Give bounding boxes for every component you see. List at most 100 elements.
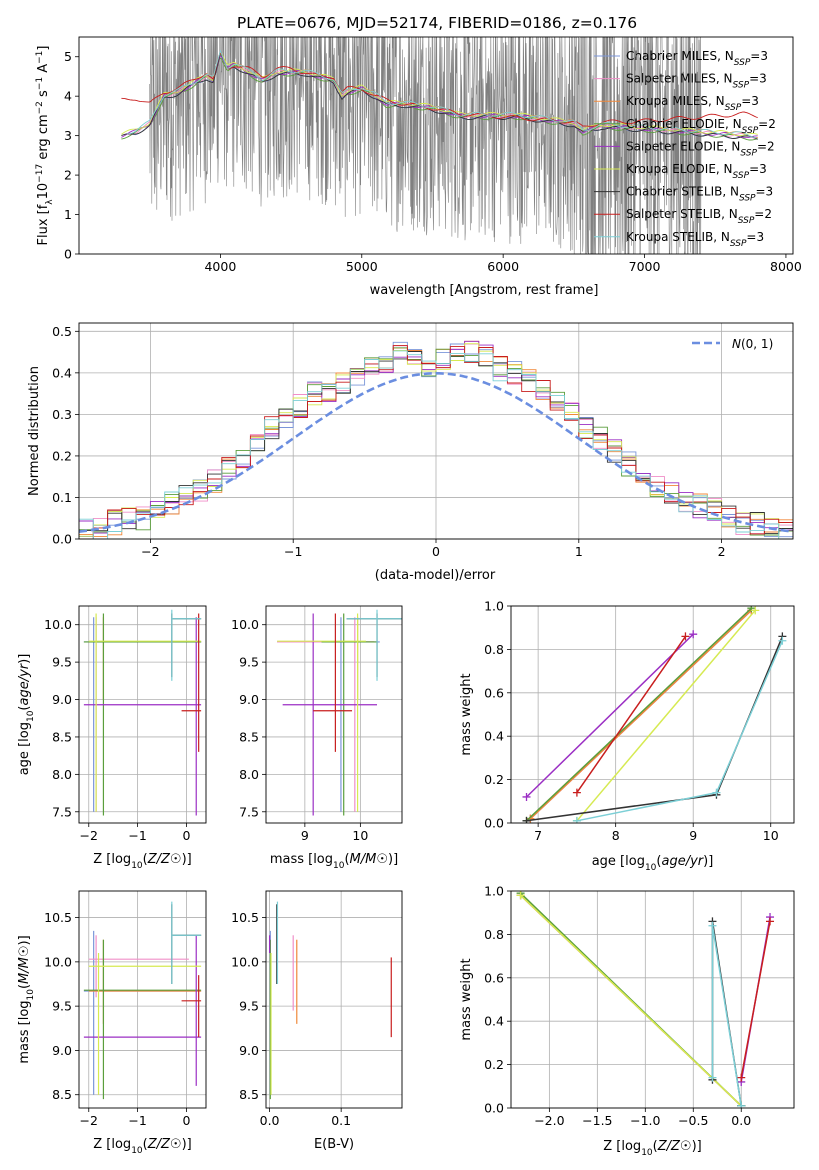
y-tick-label: 0.4 [52,365,72,380]
legend-label-0: Chabrier MILES, NSSP=3 [626,49,768,68]
weight-marker-8 [708,921,717,930]
x-tick-label: 0.1 [331,1113,351,1128]
y-tick-label: 10.5 [44,910,72,925]
y-tick-label: 10.0 [231,617,259,632]
legend-label-5-part: SSP [733,171,750,181]
legend-label-7-part: SSP [738,216,755,226]
legend-label-5-part: =3 [749,162,767,176]
legend-label-3-part: =2 [758,117,776,131]
x-axis-label-part: ( [656,854,661,869]
legend-label-3-part: Chabrier ELODIE, N [626,117,742,131]
y-axis-label-group: Flux [fλ10−17 erg cm−2 s−1 A−1] [35,46,55,246]
x-tick-label: −2.0 [534,1113,564,1128]
y-tick-label: 10.0 [44,617,72,632]
x-axis-label: E(B-V) [314,1137,354,1152]
x-axis-label: age [log10(age/yr)] [592,854,714,873]
y-tick-label: 8.5 [239,729,259,744]
x-tick-label: −1.0 [630,1113,660,1128]
axes-frame [510,890,795,1109]
legend-label-5-part: Kroupa ELODIE, N [626,162,733,176]
weight-marker-7 [572,788,581,797]
legend-label-1: Salpeter MILES, NSSP=3 [626,72,767,91]
y-axis-label: mass weight [459,958,474,1040]
x-tick-label: 0 [182,828,190,843]
y-tick-label: 0.6 [484,685,504,700]
axes-frame [265,605,403,824]
y-axis-label-part: A [36,64,51,77]
y-axis-label-part: )] [17,654,32,664]
x-axis-label-part: 10 [641,1148,653,1158]
y-tick-label: 4 [64,89,72,104]
x-axis-label-part: Z/Z☉ [147,1137,182,1152]
histogram-7 [79,345,793,539]
y-axis-label-part: −2 [35,101,45,114]
y-tick-label: 7.5 [52,804,72,819]
x-tick-label: −2 [80,1113,98,1128]
x-tick-label: 9 [301,828,309,843]
legend-label-0-part: =3 [750,49,768,63]
y-tick-label: 9.0 [52,692,72,707]
y-axis-label-part: ( [17,706,32,711]
plot-area [83,901,202,1100]
weight-marker-8 [712,788,721,797]
y-axis-label-part: age [log [17,722,32,775]
weight-marker-4 [522,792,531,801]
x-axis-label-part: mass [log [270,852,333,867]
data-spectrum [149,37,702,254]
x-tick-label: 0 [432,544,440,559]
y-tick-label: 5 [64,49,72,64]
legend-label-6-part: =3 [756,185,774,199]
legend-label-0-part: Chabrier MILES, N [626,49,734,63]
weight-marker-6 [522,816,531,823]
legend-label-3-part: SSP [742,126,759,136]
weight-line-3 [525,607,752,822]
x-axis-label-part: 10 [131,1146,143,1156]
x-tick-label: 10 [763,828,779,843]
weight-marker-8 [708,1073,717,1082]
y-tick-label: 0.1 [52,490,72,505]
legend-label-normal-part: (0, 1) [741,337,773,351]
y-axis-label-group: age [log10(age/yr)] [17,654,36,776]
y-axis-label-part: 10 [26,989,36,1001]
x-axis-label-part: ( [653,1139,658,1154]
legend-label-8-part: =3 [746,230,764,244]
chart-residuals: −2 −1 0 1 2 0.0 0.1 0.2 0.3 0.4 0.5 (data-model)/er… [27,322,794,583]
y-tick-label: 0.2 [52,448,72,463]
x-tick-label: −1 [128,1113,146,1128]
y-tick-label: 0.4 [484,1014,504,1029]
weight-line-2 [529,609,752,820]
x-axis-label-part: Z [log [93,1137,131,1152]
y-tick-label: 1.0 [484,599,504,614]
x-axis-label-part: )] [182,852,192,867]
y-axis-label: Normed distribution [27,366,42,496]
weight-marker-7 [766,917,775,926]
chart-spectrum: 4000 5000 6000 7000 8000 0 1 2 3 4 5 wavelength [An… [35,36,802,298]
y-axis-label: mass [log10(M/M☉)] [17,935,36,1063]
figure-title: PLATE=0676, MJD=52174, FIBERID=0186, z=0… [237,14,637,32]
x-axis-label-part: Z/Z☉ [147,852,182,867]
y-tick-label: 0.5 [52,324,72,339]
x-axis-label-part: 10 [333,861,345,871]
x-axis-label: (data-model)/error [375,568,496,583]
x-axis-label-part: )] [388,852,398,867]
y-axis-label-part: s [36,90,51,101]
weight-marker-5 [516,891,525,900]
axes-frame [78,322,794,540]
legend-label-4-part: Salpeter ELODIE, N [626,139,740,153]
y-axis-label-part: ] [36,46,51,51]
legend-label-2-part: Kroupa MILES, N [626,94,725,108]
y-tick-label: 0.2 [484,1057,504,1072]
weight-line-7 [576,635,687,794]
y-tick-label: 9.5 [239,655,259,670]
y-axis-label-part: Flux [f [36,204,51,245]
x-tick-label: 1 [575,544,583,559]
y-axis-label-part: erg cm [36,114,51,163]
x-axis-label-part: M/M☉ [350,852,388,867]
legend-label-1-part: Salpeter MILES, N [626,72,733,86]
y-tick-label: 3 [64,128,72,143]
weight-line-4 [525,633,694,798]
y-axis-label-part: ( [17,984,32,989]
